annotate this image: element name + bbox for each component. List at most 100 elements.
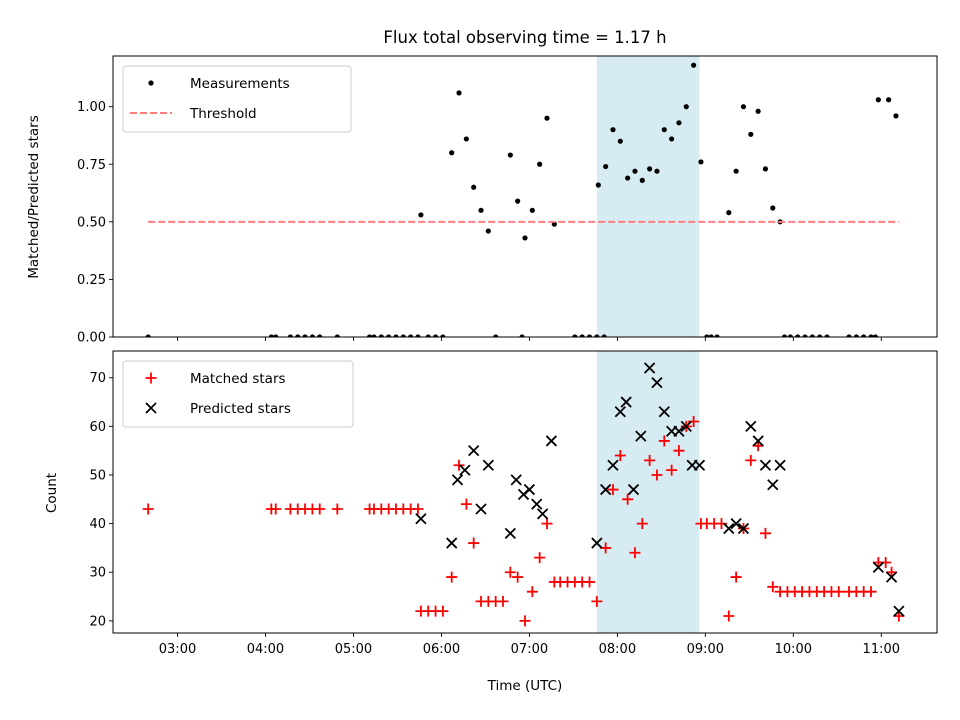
measurements-point (515, 198, 521, 204)
axes-frame (112, 350, 938, 634)
y-tick-label: 0.50 (77, 215, 106, 230)
measurements-point (795, 334, 801, 337)
matched-stars-point (519, 615, 531, 627)
highlight-span (596, 56, 700, 337)
matched-stars-point (526, 586, 538, 598)
measurements-point (755, 108, 761, 114)
matched-stars-point (651, 469, 663, 481)
matched-stars-point (512, 571, 524, 583)
bottom-panel: 03:00 04:00 05:00 06:00 07:00 08:00 09:00 10:00… (89, 350, 938, 657)
predicted-stars-point (459, 464, 471, 476)
measurements-point (273, 334, 279, 337)
y-tick-label: 20 (89, 614, 106, 629)
predicted-stars-point (415, 513, 427, 525)
xlabel: Time (UTC) (487, 678, 563, 694)
legend-label: Measurements (190, 76, 290, 92)
measurements-point (594, 334, 600, 337)
predicted-stars-point (531, 498, 543, 510)
measurements-point (787, 334, 793, 337)
measurements-point (415, 334, 421, 337)
y-tick-label: 0.25 (77, 273, 106, 288)
predicted-stars-point (475, 503, 487, 515)
x-tick-label: 08:00 (599, 642, 636, 657)
measurements-point (145, 334, 151, 337)
chart-title: Flux total observing time = 1.17 h (383, 28, 666, 47)
measurements-point (853, 334, 859, 337)
measurements-point (802, 334, 808, 337)
measurements-point (287, 334, 294, 337)
measurements-point (661, 127, 667, 133)
matched-stars-point (745, 454, 757, 466)
measurements-point (601, 334, 607, 337)
measurements-point (817, 334, 823, 337)
matched-stars-point (833, 586, 845, 598)
predicted-stars-point (591, 537, 603, 549)
measurements-point (676, 120, 682, 126)
measurements-point (400, 334, 406, 337)
predicted-stars-point (774, 459, 786, 471)
y-tick-label: 0.75 (77, 158, 106, 173)
matched-stars-point (622, 493, 634, 505)
predicted-stars-point (545, 435, 558, 447)
matched-stars-point (629, 547, 641, 559)
matched-stars-point (468, 537, 480, 549)
x-tick-label: 04:00 (247, 642, 284, 657)
matched-stars-point (767, 581, 779, 593)
measurements-point (485, 228, 491, 234)
measurements-point (393, 334, 399, 337)
y-tick-label: 30 (89, 566, 106, 581)
matched-stars-point (591, 595, 603, 607)
legend-label: Predicted stars (190, 401, 291, 417)
measurements-point (544, 115, 550, 121)
predicted-stars-point (885, 571, 898, 583)
measurements-point (366, 334, 373, 337)
measurements-point (317, 334, 323, 337)
measurements-point (875, 97, 881, 103)
predicted-stars-point (504, 527, 516, 539)
plot-area (142, 362, 905, 627)
measurements-point (302, 334, 308, 337)
x-tick-label: 09:00 (687, 642, 724, 657)
measurements-point (625, 175, 631, 181)
predicted-stars-point (893, 605, 905, 617)
measurements-point (654, 168, 660, 174)
measurements-point (529, 207, 535, 213)
matched-stars-point (636, 518, 648, 530)
x-tick-label: 07:00 (511, 642, 548, 657)
measurements-point (770, 205, 776, 211)
measurements-point (463, 136, 469, 142)
measurements-point (617, 138, 623, 144)
measurements-point (309, 334, 316, 337)
y-tick-label: 50 (89, 468, 106, 483)
matched-stars-point (504, 566, 516, 578)
matched-stars-point (584, 576, 596, 588)
x-tick-label: 06:00 (423, 642, 460, 657)
measurements-point (704, 334, 710, 337)
predicted-stars-point (693, 459, 706, 471)
matched-stars-point (658, 435, 670, 447)
legend-marker (148, 80, 154, 86)
measurements-point (632, 168, 638, 174)
x-tick-label: 10:00 (775, 642, 812, 657)
predicted-stars-point (536, 508, 549, 520)
predicted-stars-point (607, 459, 619, 471)
bottom-ylabel: Count (44, 473, 60, 513)
measurements-point (762, 166, 769, 172)
measurements-point (408, 334, 414, 337)
measurements-point (726, 210, 732, 216)
measurements-point (733, 168, 739, 174)
measurements-point (824, 334, 830, 337)
measurements-point (295, 334, 301, 337)
measurements-point (432, 334, 439, 337)
measurements-point (893, 113, 899, 119)
matched-stars-point (460, 498, 472, 510)
x-tick-label: 03:00 (159, 642, 196, 657)
measurements-point (471, 184, 477, 190)
measurements-point (519, 334, 525, 337)
measurements-point (714, 334, 720, 337)
predicted-stars-point (723, 522, 735, 535)
matched-stars-point (453, 459, 465, 471)
matched-stars-point (666, 464, 678, 476)
y-tick-label: 60 (89, 420, 106, 435)
